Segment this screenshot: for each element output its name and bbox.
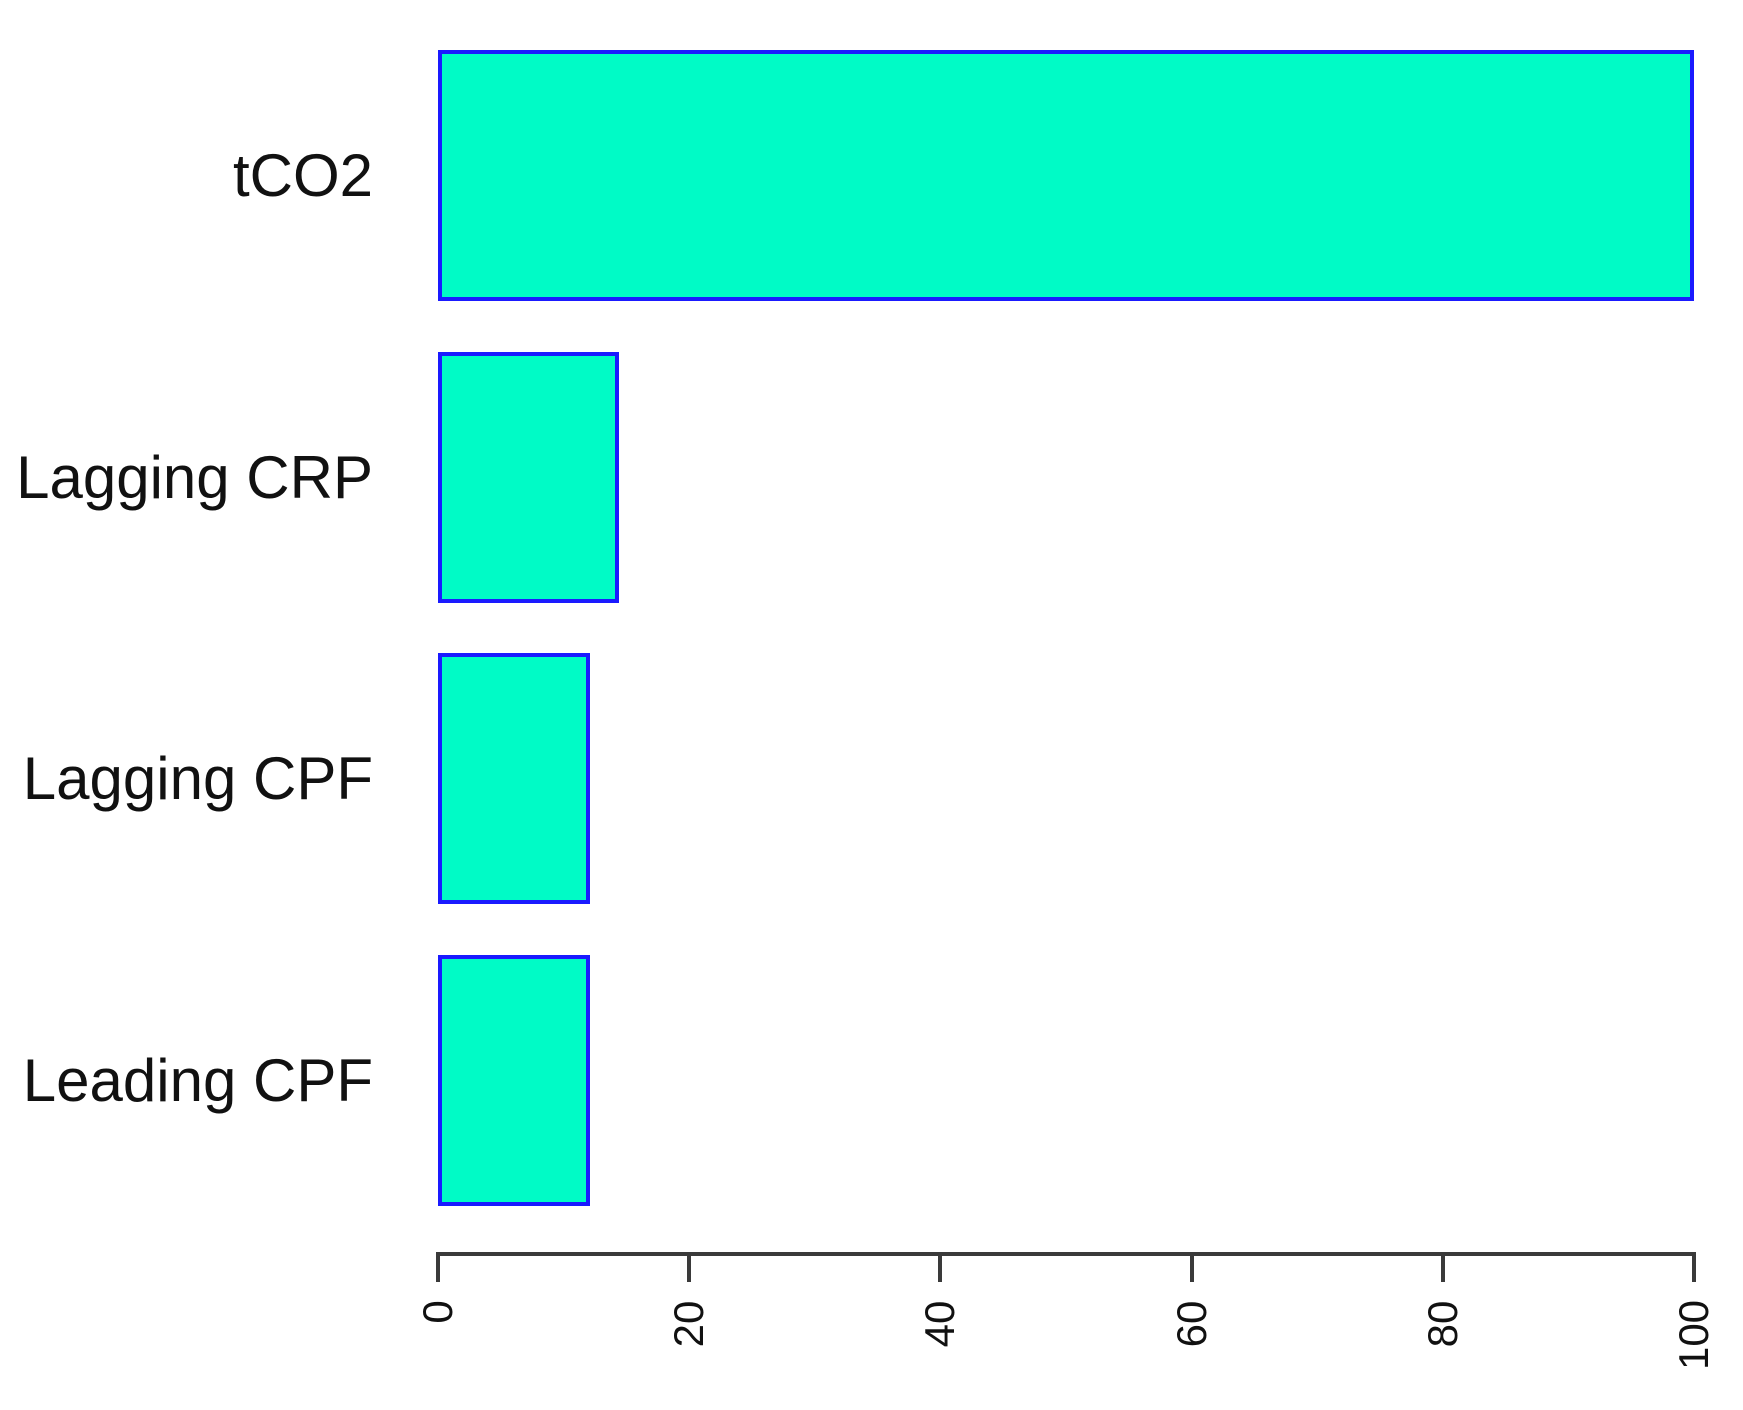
category-label: Leading CPF	[22, 1046, 373, 1114]
x-axis-tick-label: 100	[1670, 1299, 1717, 1371]
category-label: Lagging CRP	[16, 443, 373, 511]
category-label: tCO2	[232, 141, 373, 209]
bar	[438, 352, 619, 603]
x-axis-tick	[687, 1254, 692, 1282]
bar	[438, 653, 590, 904]
bar	[438, 50, 1694, 301]
x-axis-tick	[1189, 1254, 1194, 1282]
x-axis-tick-label: 60	[1167, 1300, 1215, 1347]
x-axis-tick	[938, 1254, 943, 1282]
x-axis-tick	[436, 1254, 440, 1282]
x-axis-tick-label: 0	[414, 1299, 461, 1324]
x-axis-tick	[1692, 1254, 1696, 1282]
category-label: Lagging CPF	[22, 744, 373, 812]
x-axis-tick-label: 20	[665, 1300, 713, 1347]
x-axis-tick	[1440, 1254, 1445, 1282]
bar	[438, 955, 590, 1206]
x-axis-tick-label: 80	[1418, 1300, 1466, 1347]
x-axis-line	[436, 1252, 1696, 1256]
x-axis-tick-label: 40	[916, 1300, 964, 1347]
